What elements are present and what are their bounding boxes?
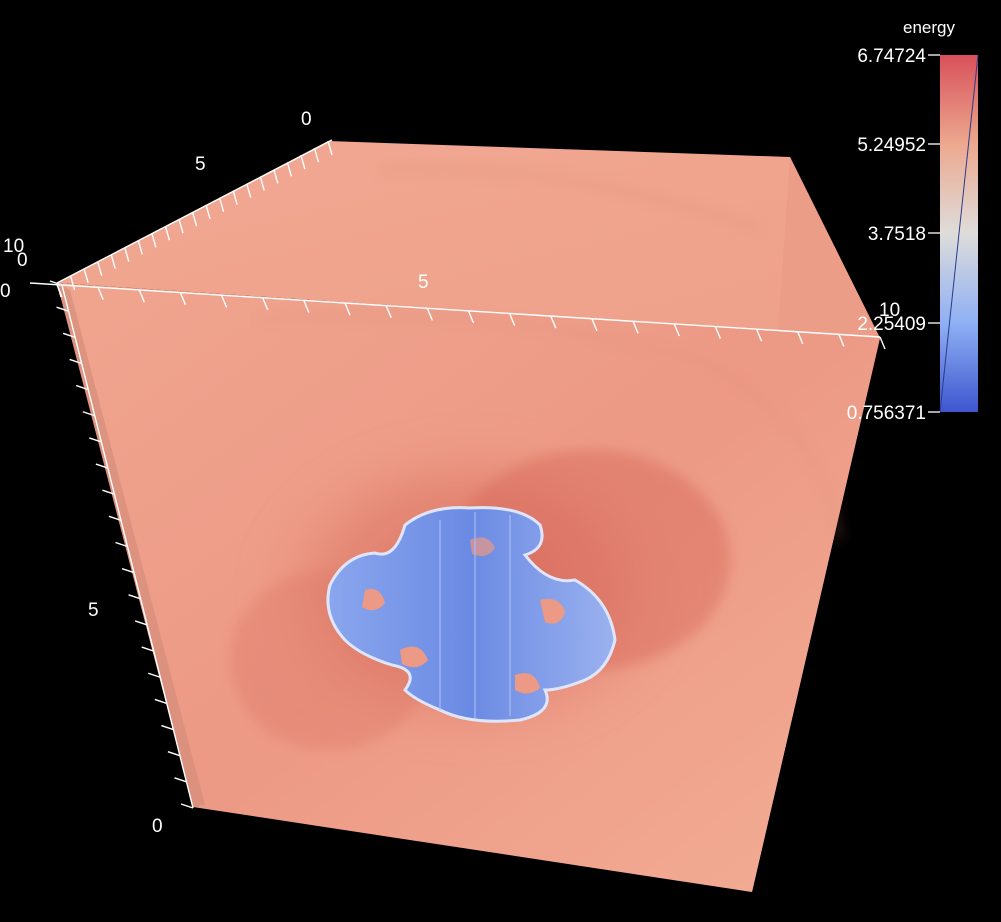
ticks-depth-tick xyxy=(313,147,320,163)
ticks-vertical-tick xyxy=(115,541,128,548)
axis-labels: 0 5 10 0 0 5 10 5 0 xyxy=(0,109,900,837)
ticks-depth-tick xyxy=(232,190,238,205)
ticks-depth-tick xyxy=(110,254,116,269)
shell-curve-1 xyxy=(259,313,842,541)
ticks-vertical-tick xyxy=(128,594,141,600)
shell-curve-2 xyxy=(379,166,761,232)
ticks-front-tick xyxy=(714,326,722,339)
ticks-depth-tick xyxy=(286,162,293,177)
low-energy-blob xyxy=(326,506,617,723)
ticks-depth-tick xyxy=(137,240,143,255)
ticks-depth-tick xyxy=(273,169,279,184)
ticks-front-tick xyxy=(385,305,392,319)
ticks-depth-tick xyxy=(178,218,184,234)
ticks-depth-tick xyxy=(327,140,333,156)
ticks-vertical-tick xyxy=(102,489,115,495)
volume-cube xyxy=(57,141,880,892)
ticks-front-tick xyxy=(303,300,310,313)
ticks-vertical-tick xyxy=(121,567,135,574)
ticks-depth-tick xyxy=(259,176,265,191)
vertical-axis-label-0: 0 xyxy=(152,816,163,837)
depth-axis-label-10: 10 xyxy=(3,236,24,257)
legend-tick-max: 6.74724 xyxy=(857,46,926,67)
ticks-vertical-tick xyxy=(75,384,89,391)
depth-axis-label-0: 0 xyxy=(301,109,312,130)
ticks-depth-tick xyxy=(191,211,198,227)
ticks-front-tick xyxy=(344,302,351,316)
axis-front-top xyxy=(29,282,881,338)
color-legend: energy 6.74724 5.24952 3.7518 2.25409 0.… xyxy=(847,18,979,424)
ticks-front-tick xyxy=(467,310,475,324)
ticks-front-tick xyxy=(591,318,598,332)
ticks-front-tick xyxy=(262,297,269,311)
ticks-depth-tick xyxy=(96,261,103,276)
legend-title: energy xyxy=(903,18,955,37)
ticks-front-tick xyxy=(632,321,639,334)
ticks-depth-tick xyxy=(83,268,89,283)
ticks-front-tick xyxy=(426,308,433,321)
ticks-vertical-tick xyxy=(82,411,95,417)
ticks-depth-tick xyxy=(300,155,306,170)
ticks-depth-tick xyxy=(151,233,157,248)
ticks-vertical-tick xyxy=(62,332,76,338)
front-axis-label-5: 5 xyxy=(418,272,429,293)
ticks-vertical-tick xyxy=(89,437,102,443)
axes-grid xyxy=(29,139,886,809)
cube-top-face xyxy=(57,141,880,338)
ticks-vertical-tick xyxy=(69,358,82,365)
ticks-front-tick xyxy=(138,289,145,303)
ticks-depth-tick xyxy=(246,183,252,198)
ticks-front-tick xyxy=(797,331,804,345)
ticks-vertical-tick xyxy=(134,620,148,626)
ticks-vertical-tick xyxy=(154,698,168,705)
ticks-front-tick xyxy=(220,295,228,308)
ticks-front-tick xyxy=(97,287,104,300)
ticks-vertical-tick xyxy=(56,306,69,312)
legend-tick-mid: 3.7518 xyxy=(868,224,926,245)
ticks-front-tick xyxy=(879,336,886,350)
ticks-depth-tick xyxy=(124,247,130,262)
ticks-vertical-tick xyxy=(180,803,194,809)
front-axis-label-10: 10 xyxy=(879,300,900,321)
legend-opacity-line xyxy=(939,54,979,413)
ticks-front-tick xyxy=(755,328,763,342)
legend-tick-upper: 5.24952 xyxy=(857,135,926,156)
left-partial-axis-label: 0 xyxy=(0,281,11,302)
ticks-depth-tick xyxy=(205,204,211,220)
ticks-vertical-tick xyxy=(141,646,154,652)
legend-tick-min: 0.756371 xyxy=(847,403,926,424)
ticks-vertical-tick xyxy=(161,724,174,731)
ticks-vertical-tick xyxy=(174,777,187,783)
ticks-depth-tick xyxy=(69,275,76,291)
ticks-depth-tick xyxy=(164,226,171,241)
ticks-front-tick xyxy=(179,292,187,306)
ticks-depth-tick xyxy=(218,197,225,212)
ticks-front-tick xyxy=(673,323,680,337)
ticks-vertical-tick xyxy=(148,672,161,678)
ticks-vertical-tick xyxy=(167,751,181,757)
axis-depth-top xyxy=(56,139,333,284)
vertical-axis-label-5: 5 xyxy=(88,600,99,621)
depth-axis-label-5: 5 xyxy=(195,154,206,175)
legend-tick-lower: 2.25409 xyxy=(857,314,926,335)
ticks-vertical-tick xyxy=(49,280,63,286)
ticks-vertical-tick xyxy=(95,463,109,469)
ticks-depth-tick xyxy=(56,282,62,298)
ticks-vertical-tick xyxy=(108,515,122,522)
ticks-front-tick xyxy=(509,313,516,326)
ticks-front-tick xyxy=(838,334,845,347)
side-axis-label-0-top: 0 xyxy=(17,250,28,271)
ticks-front-tick xyxy=(550,315,557,329)
